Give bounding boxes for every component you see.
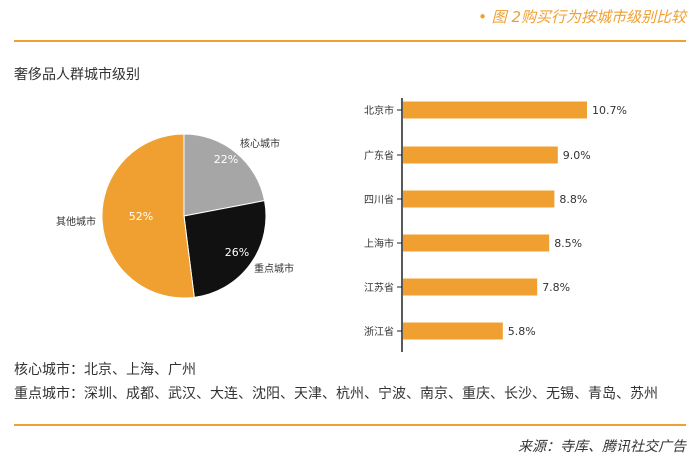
bar-value-label: 5.8% (508, 325, 536, 338)
bar-value-label: 10.7% (592, 104, 627, 117)
bar-category-label: 浙江省 (364, 325, 394, 338)
key-cities-note: 重点城市：深圳、成都、武汉、大连、沈阳、天津、杭州、宁波、南京、重庆、长沙、无锡… (14, 386, 658, 402)
bar-value-label: 7.8% (542, 281, 570, 294)
top-divider (14, 40, 686, 42)
pie-value-label: 26% (225, 246, 249, 259)
figure-title: • 图 2购买行为按城市级别比较 (478, 8, 686, 26)
pie-category-label: 其他城市 (56, 215, 96, 228)
bar-value-label: 9.0% (563, 149, 591, 162)
pie-value-label: 52% (129, 210, 153, 223)
bar (403, 190, 555, 208)
pie-slice (183, 200, 267, 298)
pie-slice (101, 133, 195, 299)
core-cities-note: 核心城市：北京、上海、广州 (14, 362, 196, 378)
bar-category-label: 江苏省 (364, 281, 394, 294)
pie-category-label: 核心城市 (240, 137, 280, 150)
bar (403, 101, 587, 119)
bar (403, 278, 538, 296)
bar-category-label: 广东省 (364, 149, 394, 162)
bar-value-label: 8.8% (559, 193, 587, 206)
pie-chart-title: 奢侈品人群城市级别 (14, 67, 140, 83)
pie-category-label: 重点城市 (254, 262, 294, 275)
bar-category-label: 上海市 (364, 237, 394, 250)
bar-category-label: 四川省 (364, 193, 394, 206)
bottom-divider (14, 424, 686, 426)
source-note: 来源：寺库、腾讯社交广告 (518, 439, 686, 455)
pie-slice (183, 133, 266, 217)
bar-value-label: 8.5% (554, 237, 582, 250)
bar (403, 146, 558, 164)
city-tier-notes: 核心城市：北京、上海、广州 重点城市：深圳、成都、武汉、大连、沈阳、天津、杭州、… (14, 358, 658, 406)
bar-category-label: 北京市 (364, 104, 394, 117)
pie-value-label: 22% (214, 153, 238, 166)
bar (403, 234, 550, 252)
bar (403, 322, 503, 340)
